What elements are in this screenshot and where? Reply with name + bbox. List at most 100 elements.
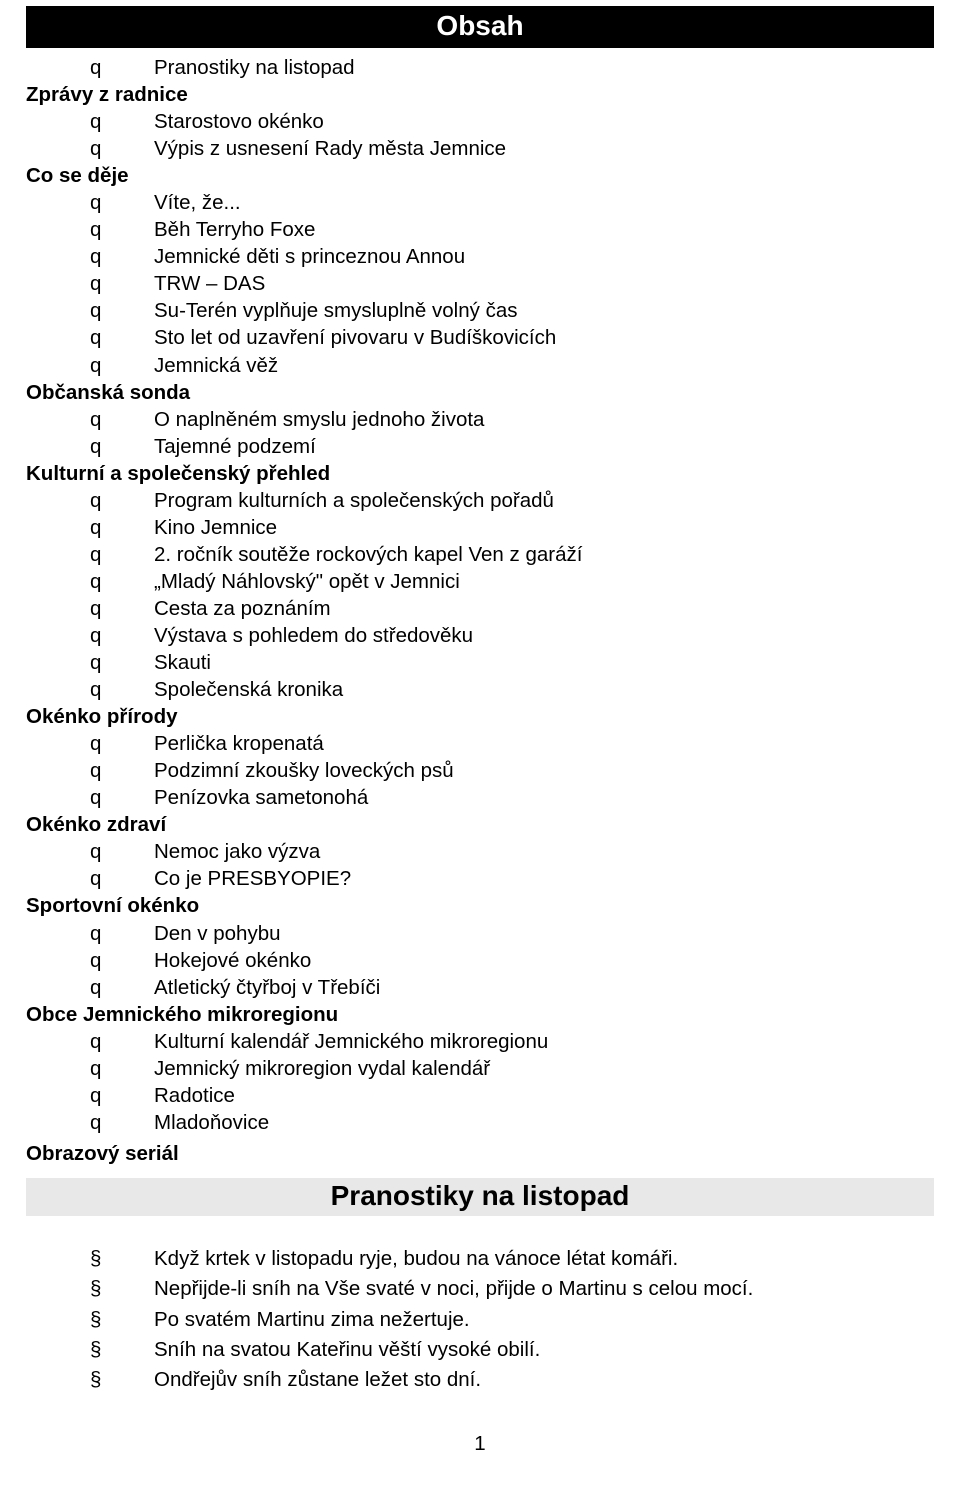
toc-item-label: Výpis z usnesení Rady města Jemnice	[154, 135, 934, 162]
toc-item: q„Mladý Náhlovský" opět v Jemnici	[26, 568, 934, 595]
toc-item: qSto let od uzavření pivovaru v Budíškov…	[26, 324, 934, 351]
pranostika-text: Sníh na svatou Kateřinu věští vysoké obi…	[154, 1335, 934, 1365]
toc-item-label: Cesta za poznáním	[154, 595, 934, 622]
toc-item-label: Podzimní zkoušky loveckých psů	[154, 757, 934, 784]
toc-item: qSpolečenská kronika	[26, 676, 934, 703]
bullet-q: q	[26, 108, 154, 135]
toc-item: qSu-Terén vyplňuje smysluplně volný čas	[26, 297, 934, 324]
pranostika-text: Když krtek v listopadu ryje, budou na vá…	[154, 1244, 934, 1274]
bullet-q: q	[26, 541, 154, 568]
toc-item-label: Víte, že...	[154, 189, 934, 216]
section-heading: Okénko přírody	[26, 703, 934, 730]
toc-item: qVýstava s pohledem do středověku	[26, 622, 934, 649]
pranostika-text: Nepřijde-li sníh na Vše svaté v noci, př…	[154, 1274, 934, 1304]
toc-item-label: Běh Terryho Foxe	[154, 216, 934, 243]
toc-item: qPodzimní zkoušky loveckých psů	[26, 757, 934, 784]
bullet-q: q	[26, 676, 154, 703]
pranostika-item: §Když krtek v listopadu ryje, budou na v…	[26, 1244, 934, 1274]
bullet-q: q	[26, 1055, 154, 1082]
toc-item-label: „Mladý Náhlovský" opět v Jemnici	[154, 568, 934, 595]
bullet-q: q	[26, 757, 154, 784]
table-of-contents: qPranostiky na listopadZprávy z radniceq…	[26, 54, 934, 1136]
toc-item-label: Program kulturních a společenských pořad…	[154, 487, 934, 514]
pranostika-text: Ondřejův sníh zůstane ležet sto dní.	[154, 1365, 934, 1395]
pranostika-item: §Sníh na svatou Kateřinu věští vysoké ob…	[26, 1335, 934, 1365]
toc-item: qSkauti	[26, 649, 934, 676]
bullet-section: §	[26, 1244, 154, 1274]
toc-item: qNemoc jako výzva	[26, 838, 934, 865]
toc-item-label: Den v pohybu	[154, 920, 934, 947]
toc-item-label: Tajemné podzemí	[154, 433, 934, 460]
bullet-q: q	[26, 568, 154, 595]
toc-item-label: Nemoc jako výzva	[154, 838, 934, 865]
bullet-q: q	[26, 622, 154, 649]
toc-item: qPenízovka sametonohá	[26, 784, 934, 811]
toc-item: q2. ročník soutěže rockových kapel Ven z…	[26, 541, 934, 568]
pranostika-item: §Nepřijde-li sníh na Vše svaté v noci, p…	[26, 1274, 934, 1304]
bullet-section: §	[26, 1335, 154, 1365]
toc-item: qJemnický mikroregion vydal kalendář	[26, 1055, 934, 1082]
bullet-q: q	[26, 865, 154, 892]
toc-item-label: Penízovka sametonohá	[154, 784, 934, 811]
bullet-q: q	[26, 270, 154, 297]
bullet-q: q	[26, 189, 154, 216]
toc-item: qO naplněném smyslu jednoho života	[26, 406, 934, 433]
pranostiky-list: §Když krtek v listopadu ryje, budou na v…	[26, 1244, 934, 1396]
title-obsah: Obsah	[26, 6, 934, 48]
toc-item: qMladoňovice	[26, 1109, 934, 1136]
toc-item-label: Radotice	[154, 1082, 934, 1109]
toc-item-label: Sto let od uzavření pivovaru v Budíškovi…	[154, 324, 934, 351]
bullet-q: q	[26, 838, 154, 865]
toc-item: qProgram kulturních a společenských pořa…	[26, 487, 934, 514]
section-heading: Občanská sonda	[26, 379, 934, 406]
toc-item-label: Hokejové okénko	[154, 947, 934, 974]
bullet-q: q	[26, 920, 154, 947]
bullet-section: §	[26, 1365, 154, 1395]
bullet-q: q	[26, 352, 154, 379]
toc-item: qKino Jemnice	[26, 514, 934, 541]
toc-item: qJemnické děti s princeznou Annou	[26, 243, 934, 270]
toc-item: qAtletický čtyřboj v Třebíči	[26, 974, 934, 1001]
toc-item-label: Kulturní kalendář Jemnického mikroregion…	[154, 1028, 934, 1055]
toc-item-label: Starostovo okénko	[154, 108, 934, 135]
toc-item: qRadotice	[26, 1082, 934, 1109]
toc-item-label: Pranostiky na listopad	[154, 54, 934, 81]
bullet-q: q	[26, 1082, 154, 1109]
toc-item-label: Perlička kropenatá	[154, 730, 934, 757]
toc-item-label: TRW – DAS	[154, 270, 934, 297]
section-heading: Zprávy z radnice	[26, 81, 934, 108]
toc-item-label: 2. ročník soutěže rockových kapel Ven z …	[154, 541, 934, 568]
toc-item: qKulturní kalendář Jemnického mikroregio…	[26, 1028, 934, 1055]
bullet-q: q	[26, 974, 154, 1001]
toc-item: qCo je PRESBYOPIE?	[26, 865, 934, 892]
pranostika-item: §Po svatém Martinu zima nežertuje.	[26, 1305, 934, 1335]
toc-item: qStarostovo okénko	[26, 108, 934, 135]
bullet-q: q	[26, 1109, 154, 1136]
toc-item: qCesta za poznáním	[26, 595, 934, 622]
bullet-q: q	[26, 730, 154, 757]
pranostika-item: §Ondřejův sníh zůstane ležet sto dní.	[26, 1365, 934, 1395]
toc-item: qVíte, že...	[26, 189, 934, 216]
bullet-q: q	[26, 243, 154, 270]
toc-item-label: O naplněném smyslu jednoho života	[154, 406, 934, 433]
heading-obrazovy-serial: Obrazový seriál	[26, 1142, 934, 1166]
bullet-q: q	[26, 433, 154, 460]
toc-item-label: Atletický čtyřboj v Třebíči	[154, 974, 934, 1001]
bullet-q: q	[26, 487, 154, 514]
toc-item-label: Su-Terén vyplňuje smysluplně volný čas	[154, 297, 934, 324]
bullet-q: q	[26, 1028, 154, 1055]
bullet-q: q	[26, 784, 154, 811]
toc-item: qPranostiky na listopad	[26, 54, 934, 81]
page-number: 1	[26, 1432, 934, 1456]
title-pranostiky-wrap: Pranostiky na listopad	[26, 1178, 934, 1216]
toc-item-label: Jemnická věž	[154, 352, 934, 379]
pranostika-text: Po svatém Martinu zima nežertuje.	[154, 1305, 934, 1335]
bullet-q: q	[26, 406, 154, 433]
bullet-q: q	[26, 947, 154, 974]
bullet-section: §	[26, 1305, 154, 1335]
toc-item: qDen v pohybu	[26, 920, 934, 947]
bullet-q: q	[26, 54, 154, 81]
toc-item: qJemnická věž	[26, 352, 934, 379]
toc-item-label: Jemnický mikroregion vydal kalendář	[154, 1055, 934, 1082]
section-heading: Obce Jemnického mikroregionu	[26, 1001, 934, 1028]
